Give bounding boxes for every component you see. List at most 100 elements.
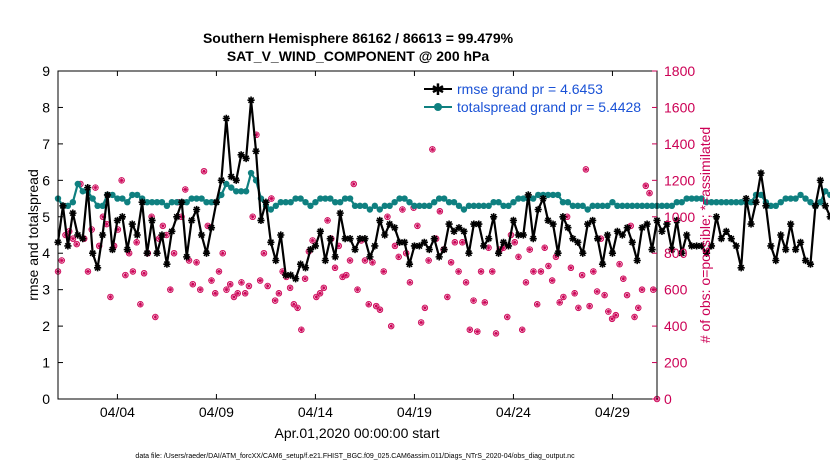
totalspread-point	[554, 191, 562, 199]
totalspread-point	[663, 202, 671, 210]
rmse-point	[59, 202, 67, 210]
rmse-point	[782, 245, 790, 254]
obs-count-point	[275, 290, 283, 297]
rmse-point	[267, 238, 275, 246]
rmse-point	[311, 242, 320, 250]
x-axis-ticks: 04/04 04/09 04/14 04/19 04/24 04/29	[100, 71, 630, 420]
rmse-point	[648, 245, 656, 254]
y2-axis-ticks: 0 200 400 600 800 1000 1200 1400 1600 1800	[652, 63, 695, 407]
obs-count-point	[511, 239, 518, 246]
rmse-point	[579, 249, 587, 257]
totalspread-point	[683, 195, 690, 202]
totalspread-point	[638, 202, 646, 210]
rmse-point	[623, 224, 631, 232]
rmse-series	[54, 96, 830, 283]
obs-count-point	[481, 299, 489, 306]
totalspread-point	[594, 202, 601, 210]
totalspread-point	[346, 195, 354, 202]
rmse-point	[787, 220, 795, 228]
y-tick-label: 8	[42, 99, 50, 115]
obs-count-point	[541, 244, 548, 252]
plot-area	[58, 71, 657, 399]
totalspread-point	[371, 202, 379, 210]
totalspread-point	[277, 199, 284, 206]
totalspread-point	[302, 199, 309, 206]
totalspread-point	[549, 191, 557, 199]
totalspread-point	[733, 199, 740, 206]
totalspread-point	[386, 202, 393, 210]
rmse-point	[816, 176, 824, 184]
totalspread-point	[703, 199, 710, 206]
rmse-point	[356, 235, 364, 243]
y2-tick-label: 400	[664, 318, 688, 334]
rmse-point	[341, 235, 349, 243]
rmse-point	[113, 216, 122, 225]
legend: ✱ rmse grand pr = 4.6453 totalspread gra…	[420, 78, 652, 118]
obs-count-point	[215, 268, 223, 275]
obs-count-point	[590, 268, 597, 275]
totalspread-point	[440, 195, 448, 202]
rmse-point	[74, 231, 82, 239]
totalspread-point	[64, 202, 72, 210]
totalspread-point	[465, 202, 473, 210]
totalspread-point	[718, 199, 725, 206]
rmse-point	[707, 242, 716, 250]
totalspread-point	[633, 202, 641, 210]
totalspread-point	[827, 191, 830, 199]
rmse-point	[702, 249, 711, 257]
obs-count-point	[84, 268, 92, 275]
rmse-point	[381, 231, 389, 239]
totalspread-point	[599, 202, 606, 210]
legend-spread-label: totalspread grand pr = 5.4428	[457, 99, 641, 115]
rmse-point	[485, 235, 493, 243]
y-axis-label: rmse and totalspread	[25, 169, 41, 301]
obs-count-point	[249, 213, 256, 221]
x-tick-label: 04/04	[100, 404, 135, 420]
obs-count-point	[245, 282, 253, 290]
rmse-point	[509, 216, 518, 225]
rmse-point	[574, 238, 582, 246]
rmse-point	[628, 238, 636, 246]
x-tick-label: 04/19	[397, 404, 432, 420]
rmse-point	[494, 249, 503, 257]
obs-count-point	[556, 299, 563, 306]
obs-count-point	[189, 280, 197, 288]
obs-count-point	[620, 275, 627, 282]
rmse-point	[212, 198, 221, 206]
rmse-point	[811, 202, 820, 210]
obs-count-point	[159, 222, 167, 230]
plot-frame	[57, 70, 658, 400]
rmse-point	[84, 184, 92, 192]
totalspread-point	[198, 195, 205, 202]
totalspread-point	[356, 202, 364, 210]
totalspread-point	[406, 199, 413, 206]
obs-count-point	[230, 293, 238, 301]
totalspread-point	[396, 195, 403, 202]
y-axis-ticks: 0 1 2 3 4 5 6 7 8 9	[42, 63, 63, 407]
obs-count-point	[223, 286, 230, 293]
totalspread-point	[747, 199, 755, 206]
rmse-point	[306, 245, 315, 254]
rmse-point	[252, 147, 260, 155]
obs-count-point	[69, 235, 77, 242]
obs-count-point	[623, 291, 631, 299]
y2-tick-label: 1600	[664, 99, 695, 115]
obs-count-point	[343, 271, 350, 279]
y-tick-label: 3	[42, 282, 50, 298]
y-tick-label: 7	[42, 136, 50, 152]
obs-count-point	[122, 271, 129, 279]
obs-count-point	[354, 286, 361, 293]
rmse-point	[326, 235, 334, 243]
rmse-point	[697, 242, 706, 250]
rmse-point	[103, 191, 112, 199]
rmse-point	[193, 205, 201, 214]
rmse-point	[89, 249, 97, 257]
totalspread-point	[173, 199, 181, 206]
obs-count-point	[459, 239, 466, 246]
obs-count-point	[260, 249, 268, 257]
totalspread-point	[134, 191, 141, 199]
rmse-point	[747, 220, 755, 228]
totalspread-point	[460, 206, 468, 213]
totalspread-point	[658, 202, 666, 210]
totalspread-point	[228, 184, 235, 191]
